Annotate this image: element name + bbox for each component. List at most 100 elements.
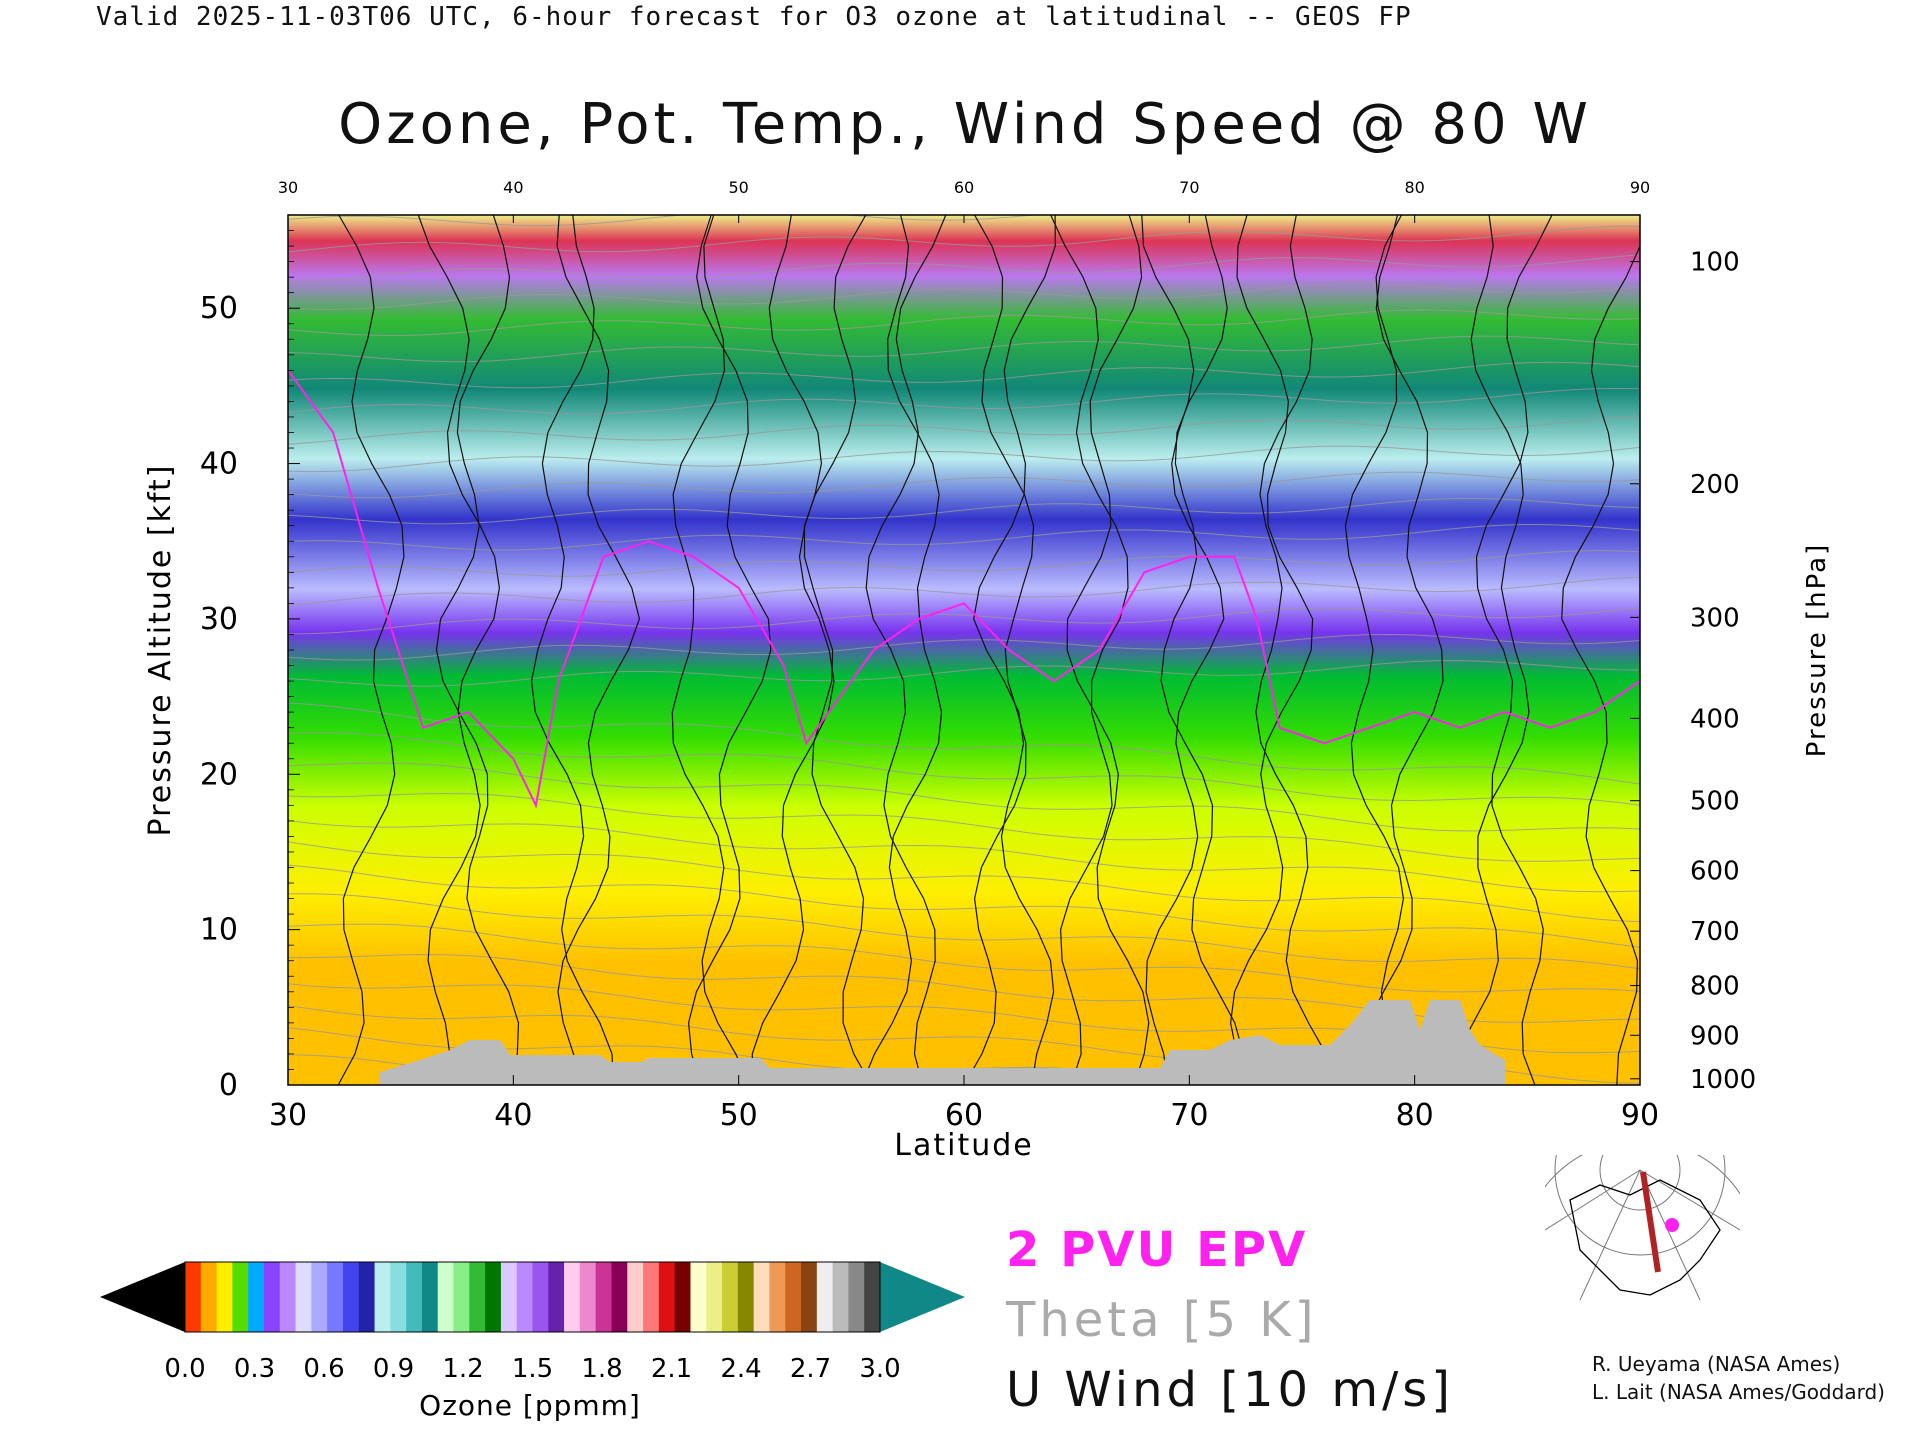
colorbar-swatch bbox=[406, 1262, 423, 1332]
colorbar-swatch bbox=[437, 1262, 455, 1332]
colorbar-swatch bbox=[785, 1262, 802, 1332]
x-tick-label: 40 bbox=[494, 1098, 532, 1133]
colorbar-swatch bbox=[185, 1262, 202, 1332]
colorbar-swatch bbox=[516, 1262, 534, 1332]
theta-contour bbox=[288, 702, 1640, 785]
colorbar-swatch bbox=[722, 1262, 739, 1332]
colorbar-swatch bbox=[548, 1262, 565, 1332]
terrain bbox=[380, 1000, 1505, 1085]
pressure-tick-label: 400 bbox=[1690, 704, 1740, 734]
colorbar-swatch bbox=[737, 1262, 755, 1332]
wind-contour bbox=[963, 215, 1035, 1085]
theta-contour bbox=[288, 864, 1640, 948]
wind-contour bbox=[1160, 215, 1245, 1085]
colorbar-label: Ozone [ppmm] bbox=[419, 1389, 641, 1422]
wind-contour bbox=[1141, 215, 1225, 1085]
x-tick-label: 60 bbox=[945, 1098, 983, 1133]
colorbar-swatch bbox=[611, 1262, 628, 1332]
wind-contour bbox=[671, 215, 751, 1085]
colorbar-swatch bbox=[564, 1262, 581, 1332]
colorbar-swatch bbox=[832, 1262, 850, 1332]
pressure-tick-label: 500 bbox=[1690, 787, 1740, 817]
x-top-tick-label: 70 bbox=[1179, 178, 1199, 197]
colorbar-swatch bbox=[690, 1262, 707, 1332]
colorbar-swatch bbox=[390, 1262, 407, 1332]
x-tick-label: 50 bbox=[720, 1098, 758, 1133]
colorbar-swatch bbox=[500, 1262, 518, 1332]
colorbar-swatch bbox=[801, 1262, 818, 1332]
colorbar-swatch bbox=[358, 1262, 376, 1332]
y-axis-left-label: Pressure Altitude [kft] bbox=[143, 464, 178, 837]
x-top-tick-label: 60 bbox=[954, 178, 974, 197]
wind-contour bbox=[1446, 215, 1530, 1085]
theta-contour bbox=[288, 497, 1640, 525]
theta-contour bbox=[288, 893, 1640, 970]
wind-contour bbox=[556, 215, 641, 1085]
x-axis-bottom: 30 40 50 60 70 80 90 bbox=[269, 1075, 1659, 1133]
colorbar-tick-label: 1.8 bbox=[581, 1354, 622, 1384]
colorbar-swatch bbox=[311, 1262, 328, 1332]
legend-theta: Theta [5 K] bbox=[1006, 1292, 1318, 1348]
x-axis-label: Latitude bbox=[894, 1128, 1033, 1163]
theta-contour bbox=[288, 415, 1640, 445]
y-tick-label: 20 bbox=[200, 757, 238, 792]
colorbar-swatch bbox=[643, 1262, 660, 1332]
colorbar-tick-label: 1.5 bbox=[512, 1354, 553, 1384]
theta-contours bbox=[288, 215, 1640, 1085]
theta-contour bbox=[288, 523, 1640, 551]
colorbar-swatch bbox=[864, 1262, 881, 1332]
x-top-tick-label: 50 bbox=[728, 178, 748, 197]
y-tick-label: 40 bbox=[200, 447, 238, 482]
colorbar-over-arrow bbox=[880, 1262, 965, 1332]
theta-contour bbox=[288, 841, 1640, 923]
colorbar-swatch bbox=[295, 1262, 312, 1332]
theta-contour bbox=[288, 732, 1640, 806]
pressure-tick-label: 200 bbox=[1690, 470, 1740, 500]
pressure-tick-label: 900 bbox=[1690, 1021, 1740, 1051]
theta-contour bbox=[288, 633, 1640, 661]
forecast-header: Valid 2025-11-03T06 UTC, 6-hour forecast… bbox=[96, 2, 1412, 32]
x-tick-label: 30 bbox=[269, 1098, 307, 1133]
pressure-tick-label: 1000 bbox=[1690, 1065, 1756, 1095]
colorbar-swatch bbox=[374, 1262, 391, 1332]
colorbar-swatch bbox=[263, 1262, 281, 1332]
pressure-tick-label: 700 bbox=[1690, 917, 1740, 947]
theta-contour bbox=[288, 923, 1640, 993]
colorbar-swatch bbox=[769, 1262, 786, 1332]
epv-2pvu-line bbox=[288, 369, 1640, 809]
theta-contour bbox=[288, 283, 1640, 310]
colorbar-tick-label: 2.4 bbox=[720, 1354, 761, 1384]
x-top-tick-label: 40 bbox=[503, 178, 523, 197]
x-top-tick-label: 90 bbox=[1630, 178, 1650, 197]
pressure-tick-label: 300 bbox=[1690, 603, 1740, 633]
wind-contour bbox=[337, 215, 405, 1085]
y-tick-label: 0 bbox=[219, 1068, 238, 1103]
colorbar-swatch bbox=[421, 1262, 439, 1332]
chart-title: Ozone, Pot. Temp., Wind Speed @ 80 W bbox=[338, 92, 1592, 157]
pressure-tick-label: 800 bbox=[1690, 972, 1740, 1002]
x-tick-label: 70 bbox=[1170, 1098, 1208, 1133]
wind-contour bbox=[1229, 215, 1314, 1085]
wind-contour bbox=[1344, 215, 1418, 1085]
x-tick-label: 80 bbox=[1396, 1098, 1434, 1133]
map-marker bbox=[1665, 1218, 1679, 1232]
colorbar-swatch bbox=[674, 1262, 692, 1332]
x-axis-top: 30 40 50 60 70 80 90 bbox=[278, 178, 1650, 223]
wind-contour bbox=[687, 215, 772, 1085]
ozone-colorbar: 0.0 0.3 0.6 0.9 1.2 1.5 1.8 2.1 2.4 2.7 3.0 bbox=[100, 1261, 965, 1384]
wind-contour bbox=[1255, 215, 1338, 1085]
theta-contour bbox=[288, 225, 1640, 253]
legend-epv: 2 PVU EPV bbox=[1006, 1222, 1308, 1278]
pressure-tick-label: 600 bbox=[1690, 857, 1740, 887]
theta-contour bbox=[288, 254, 1640, 284]
theta-contour bbox=[288, 660, 1640, 687]
inset-map bbox=[1545, 1155, 1740, 1300]
colorbar-swatch bbox=[469, 1262, 486, 1332]
wind-contour bbox=[1561, 240, 1640, 1085]
credit-ueyama: R. Ueyama (NASA Ames) bbox=[1592, 1352, 1841, 1376]
colorbar-tick-label: 3.0 bbox=[859, 1354, 900, 1384]
colorbar-swatch bbox=[453, 1262, 470, 1332]
y-tick-label: 10 bbox=[200, 913, 238, 948]
theta-contour bbox=[288, 309, 1640, 337]
